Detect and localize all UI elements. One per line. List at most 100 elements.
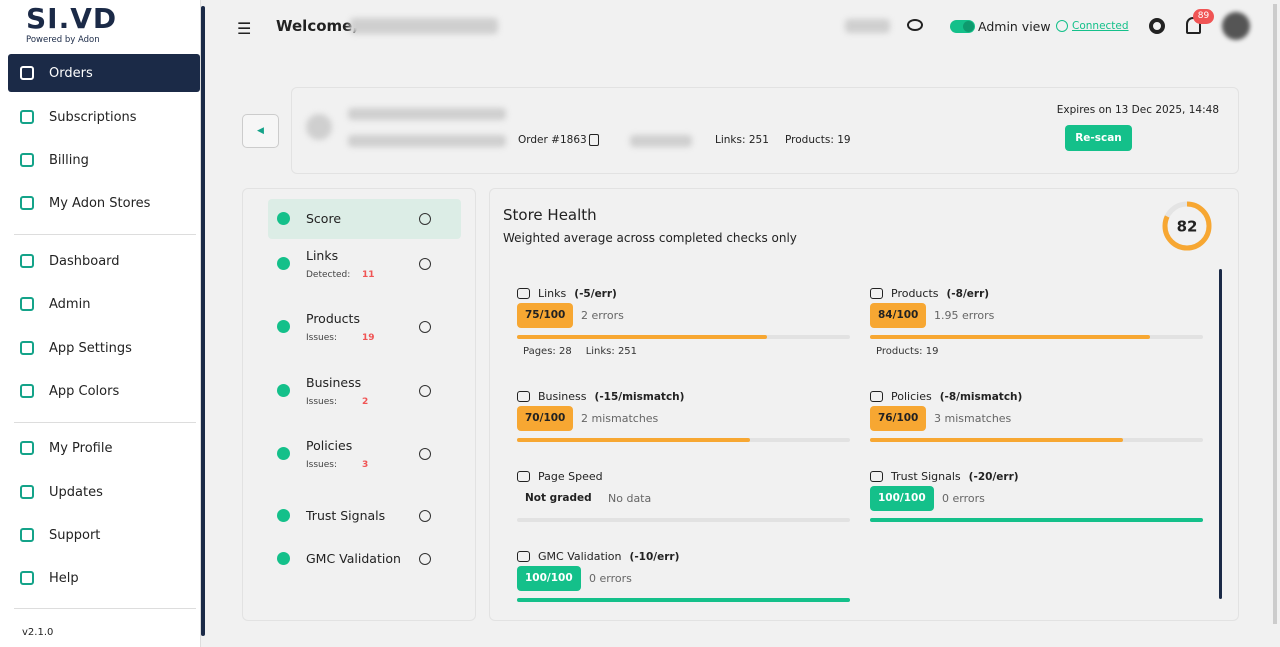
- nav-item[interactable]: My Profile: [8, 429, 200, 467]
- detail-label: Detected:: [306, 270, 351, 280]
- card-name: Trust Signals: [891, 470, 961, 483]
- health-title: Store Health: [503, 206, 597, 224]
- progress-fill: [517, 598, 850, 602]
- check-nav-item[interactable]: Policies Issues: 3: [268, 434, 461, 474]
- card-status: 0 errors: [589, 572, 632, 585]
- check-nav-item[interactable]: GMC Validation: [268, 539, 461, 579]
- nav-icon: [20, 66, 34, 80]
- progress-track: [517, 438, 850, 442]
- card-title: Policies (-8/mismatch): [870, 390, 1022, 403]
- detail-value: 2: [362, 397, 369, 407]
- links-count: Links: 251: [715, 134, 769, 146]
- nav-item[interactable]: Support: [8, 516, 200, 554]
- penalty: (-5/err): [574, 287, 617, 300]
- detail-value: 3: [362, 460, 369, 470]
- check-nav-item[interactable]: Trust Signals: [268, 496, 461, 536]
- progress-track: [517, 518, 850, 522]
- store-url: [348, 135, 506, 147]
- card-status: 1.95 errors: [934, 309, 995, 322]
- info-icon[interactable]: [419, 448, 431, 460]
- nav-item[interactable]: Subscriptions: [8, 98, 200, 136]
- card-name: Products: [891, 287, 939, 300]
- back-button[interactable]: ◀: [242, 114, 279, 148]
- detail-label: Issues:: [306, 397, 337, 407]
- admin-switch[interactable]: [950, 20, 975, 33]
- menu-toggle[interactable]: ☰: [237, 19, 252, 38]
- card-title: Links (-5/err): [517, 287, 617, 300]
- progress-track: [870, 335, 1203, 339]
- progress-track: [870, 518, 1203, 522]
- health-card: GMC Validation (-10/err) 100/100 0 errors: [517, 550, 850, 625]
- check-label: Products: [306, 311, 360, 326]
- progress-fill: [870, 438, 1124, 442]
- separator: [14, 608, 196, 609]
- nav-item[interactable]: Updates: [8, 473, 200, 511]
- nav-icon: [20, 441, 34, 455]
- health-card: Trust Signals (-20/err) 100/100 0 errors: [870, 470, 1203, 545]
- card-status: 2 mismatches: [581, 412, 659, 425]
- rescan-button[interactable]: Re-scan: [1065, 125, 1132, 151]
- copy-button[interactable]: [589, 134, 599, 146]
- nav-item[interactable]: Billing: [8, 141, 200, 179]
- info-icon[interactable]: [419, 510, 431, 522]
- card-name: Links: [538, 287, 567, 300]
- logo: SI.VD: [26, 2, 118, 35]
- nav-item[interactable]: Dashboard: [8, 242, 200, 280]
- avatar[interactable]: [1222, 12, 1250, 40]
- progress-fill: [517, 438, 751, 442]
- theme-toggle[interactable]: [1149, 18, 1165, 34]
- info-icon[interactable]: [419, 213, 431, 225]
- check-nav-item[interactable]: Score: [268, 199, 461, 239]
- nav-icon: [20, 254, 34, 268]
- check-label: Score: [306, 211, 342, 226]
- check-label: Business: [306, 375, 362, 390]
- card-icon: [870, 288, 883, 299]
- status-dot: [277, 384, 290, 397]
- status[interactable]: Connected: [1072, 20, 1129, 32]
- nav-item[interactable]: My Adon Stores: [8, 184, 200, 222]
- nav-icon: [20, 297, 34, 311]
- page-scrollbar: [1273, 4, 1277, 624]
- penalty: (-20/err): [968, 470, 1019, 483]
- cards-scrollbar: [1219, 269, 1222, 599]
- meta-item: Pages: 28: [523, 346, 572, 357]
- progress-fill: [517, 335, 767, 339]
- nav-item[interactable]: Admin: [8, 285, 200, 323]
- status-dot: [277, 212, 290, 225]
- nav-item[interactable]: Orders: [8, 54, 200, 92]
- penalty: (-8/err): [946, 287, 990, 300]
- score-badge: 70/100: [517, 406, 574, 431]
- card-icon: [517, 551, 530, 562]
- card-icon: [517, 288, 530, 299]
- check-nav-item[interactable]: Links Detected: 11: [268, 244, 461, 284]
- logo-sub: Powered by Adon: [26, 35, 100, 45]
- info-icon[interactable]: [419, 258, 431, 270]
- ring-fill: [1162, 201, 1212, 251]
- status-dot: [277, 447, 290, 460]
- order-id: Order #1863: [518, 134, 587, 146]
- health-panel: Store Health Weighted average across com…: [489, 188, 1239, 621]
- expires: Expires on 13 Dec 2025, 14:48: [1056, 104, 1219, 116]
- info-icon[interactable]: [419, 321, 431, 333]
- card-icon: [870, 471, 883, 482]
- card-status: 3 mismatches: [934, 412, 1012, 425]
- nav-icon: [20, 384, 34, 398]
- detail-label: Issues:: [306, 333, 337, 343]
- check-label: Policies: [306, 438, 353, 453]
- nav-item[interactable]: App Settings: [8, 329, 200, 367]
- products-count: Products: 19: [785, 134, 851, 146]
- nav-icon: [20, 110, 34, 124]
- card-name: GMC Validation: [538, 550, 622, 563]
- hide-toggle[interactable]: [907, 19, 923, 31]
- check-label: GMC Validation: [306, 551, 401, 566]
- progress-fill: [870, 335, 1150, 339]
- nav-item[interactable]: App Colors: [8, 372, 200, 410]
- nav-item[interactable]: Help: [8, 559, 200, 597]
- info-icon[interactable]: [419, 553, 431, 565]
- health-card: Page Speed Not graded No data: [517, 470, 850, 545]
- check-nav-item[interactable]: Business Issues: 2: [268, 371, 461, 411]
- store-logo: [306, 114, 332, 140]
- info-icon[interactable]: [419, 385, 431, 397]
- sidebar: SI.VD Powered by Adon Orders Subscription…: [0, 0, 201, 647]
- check-nav-item[interactable]: Products Issues: 19: [268, 307, 461, 347]
